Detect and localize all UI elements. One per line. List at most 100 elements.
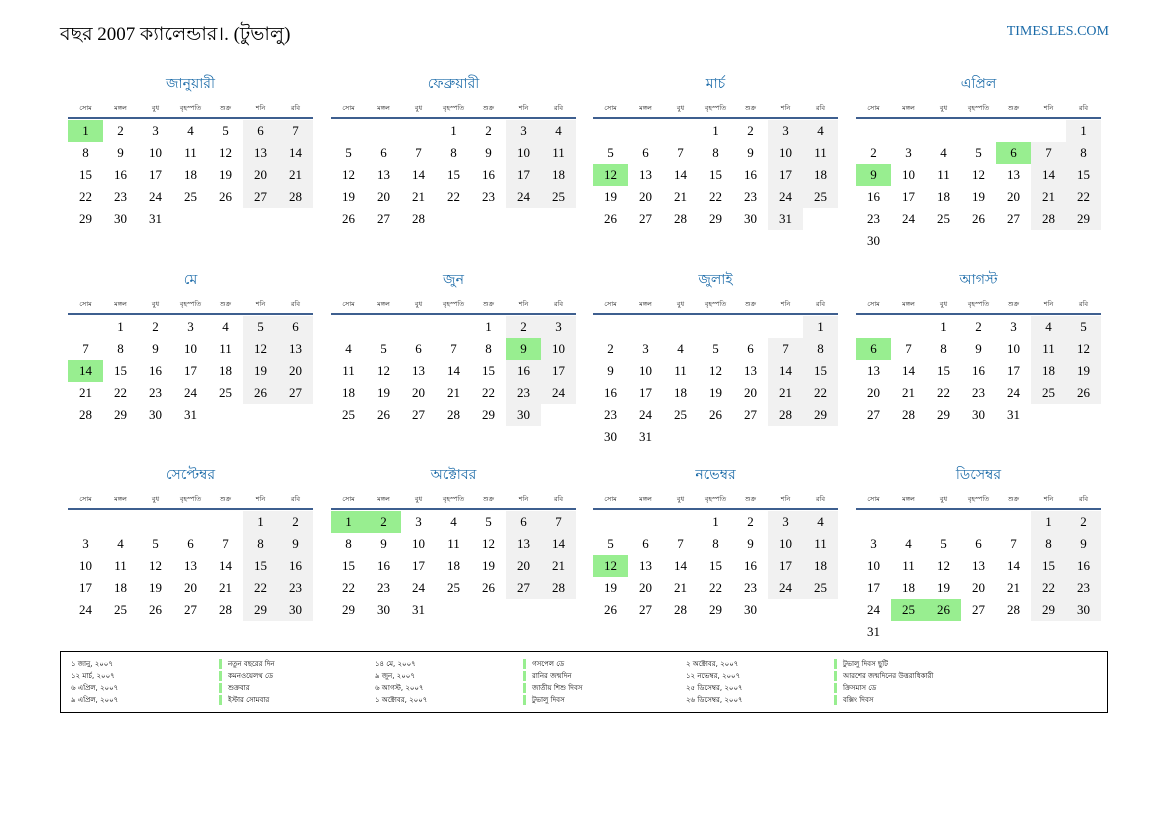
day-cell: 25 <box>342 407 355 422</box>
weekday-header: সোম মঙ্গল বুধ বৃহস্পতি শুক্র শনি রবি <box>331 295 576 315</box>
day-cell: 10 <box>867 558 880 573</box>
day-cell: 4 <box>187 123 194 138</box>
empty-cell <box>698 316 733 338</box>
day-cell: 17 <box>184 363 197 378</box>
legend-holiday-name: গসপেল ডে <box>532 660 565 668</box>
weekday-label: শুক্র <box>1007 299 1020 308</box>
weekday-label: সোম <box>342 103 355 112</box>
legend-date: ২ অক্টোবর, ২০০৭ <box>686 660 739 668</box>
legend-item: ১৪ মে, ২০০৭ গসপেল ডে <box>375 658 682 670</box>
day-cell: 24 <box>902 211 915 226</box>
day-cell: 22 <box>114 385 127 400</box>
weekday-label: মঙ্গল <box>114 103 127 112</box>
day-cell: 22 <box>803 382 838 404</box>
day-cell: 14 <box>412 167 425 182</box>
day-cell: 15 <box>482 363 495 378</box>
legend-item: ৯ এপ্রিল, ২০০৭ ইস্টার সোমবার <box>71 694 378 706</box>
empty-cell <box>628 511 663 533</box>
weekday-header: সোম মঙ্গল বুধ বৃহস্পতি শুক্র শনি রবি <box>593 295 838 315</box>
day-grid: 1 2 3 4 5 6 7 8 9 10 11 12 13 14 15 16 17 18 19 20 21 22 23 24 2… <box>856 511 1101 643</box>
day-cell: 26 <box>1066 382 1101 404</box>
day-cell: 11 <box>937 167 950 182</box>
weekday-label: রবি <box>1078 103 1089 112</box>
day-cell: 30 <box>744 602 757 617</box>
day-cell: 7 <box>677 145 684 160</box>
site-link[interactable]: TIMESLES.COM <box>1006 24 1109 39</box>
legend-marker <box>834 671 837 681</box>
legend-date: ৯ জুন, ২০০৭ <box>375 672 415 680</box>
day-cell: 7 <box>278 120 313 142</box>
day-cell: 4 <box>541 120 576 142</box>
day-cell: 10 <box>541 338 576 360</box>
day-cell: 2 <box>485 123 492 138</box>
day-cell: 9 <box>152 341 159 356</box>
weekday-label: শনি <box>1043 103 1054 112</box>
weekday-label: শনি <box>1043 494 1054 503</box>
day-cell: 10 <box>1007 341 1020 356</box>
day-cell: 13 <box>184 558 197 573</box>
empty-cell <box>961 511 996 533</box>
day-cell: 8 <box>1066 142 1101 164</box>
day-cell: 29 <box>803 404 838 426</box>
day-cell: 7 <box>677 536 684 551</box>
day-cell: 30 <box>972 407 985 422</box>
day-cell: 30 <box>278 599 313 621</box>
day-cell: 21 <box>541 555 576 577</box>
day-cell: 17 <box>768 164 803 186</box>
day-cell: 30 <box>506 404 541 426</box>
day-cell: 22 <box>709 580 722 595</box>
legend-marker <box>219 659 222 669</box>
day-cell: 22 <box>937 385 950 400</box>
weekday-label: বৃহস্পতি <box>442 103 465 112</box>
weekday-label: বুধ <box>939 299 948 308</box>
weekday-label: সোম <box>79 299 92 308</box>
weekday-label: শুক্র <box>1007 103 1020 112</box>
day-cell: 1 <box>712 123 719 138</box>
weekday-label: শনি <box>518 103 529 112</box>
day-cell: 14 <box>768 360 803 382</box>
day-cell: 2 <box>1066 511 1101 533</box>
empty-cell <box>733 316 768 338</box>
day-cell: 31 <box>1007 407 1020 422</box>
day-cell: 1 <box>1031 511 1066 533</box>
day-cell: 13 <box>867 363 880 378</box>
weekday-label: সোম <box>604 103 617 112</box>
day-cell: 20 <box>972 580 985 595</box>
legend-date: ২৫ ডিসেম্বর, ২০০৭ <box>686 684 743 692</box>
day-cell: 2 <box>747 123 754 138</box>
day-cell: 23 <box>744 580 757 595</box>
day-cell: 15 <box>243 555 278 577</box>
day-grid: 1 2 3 4 5 6 7 8 9 10 11 12 13 14 15 16 17 18 19 20 21 22 23 24 2… <box>68 120 313 230</box>
month-name: জানুয়ারী <box>166 76 215 92</box>
day-cell: 15 <box>803 360 838 382</box>
day-cell: 1 <box>485 319 492 334</box>
day-cell: 1 <box>117 319 124 334</box>
day-cell: 4 <box>1031 316 1066 338</box>
day-cell: 19 <box>604 189 617 204</box>
empty-cell <box>768 316 803 338</box>
day-cell: 11 <box>902 558 915 573</box>
legend-holiday-name: রানির জন্মদিন <box>532 672 572 680</box>
day-cell: 16 <box>744 558 757 573</box>
day-cell: 13 <box>639 167 652 182</box>
day-cell: 12 <box>709 363 722 378</box>
weekday-label: শুক্র <box>219 494 232 503</box>
day-cell: 23 <box>506 382 541 404</box>
legend-marker <box>219 683 222 693</box>
day-cell: 8 <box>712 536 719 551</box>
day-cell: 26 <box>219 189 232 204</box>
day-cell: 9 <box>485 145 492 160</box>
day-cell: 23 <box>972 385 985 400</box>
day-cell: 6 <box>415 341 422 356</box>
day-cell: 20 <box>639 580 652 595</box>
day-cell: 25 <box>184 189 197 204</box>
legend-date: ১২ নভেম্বর, ২০০৭ <box>686 672 741 680</box>
month-name: নভেম্বর <box>695 467 736 483</box>
day-cell: 22 <box>1066 186 1101 208</box>
day-cell: 3 <box>187 319 194 334</box>
weekday-label: রবি <box>1078 299 1089 308</box>
day-cell: 6 <box>642 145 649 160</box>
day-cell: 11 <box>803 533 838 555</box>
weekday-label: সোম <box>79 494 92 503</box>
day-cell: 2 <box>506 316 541 338</box>
